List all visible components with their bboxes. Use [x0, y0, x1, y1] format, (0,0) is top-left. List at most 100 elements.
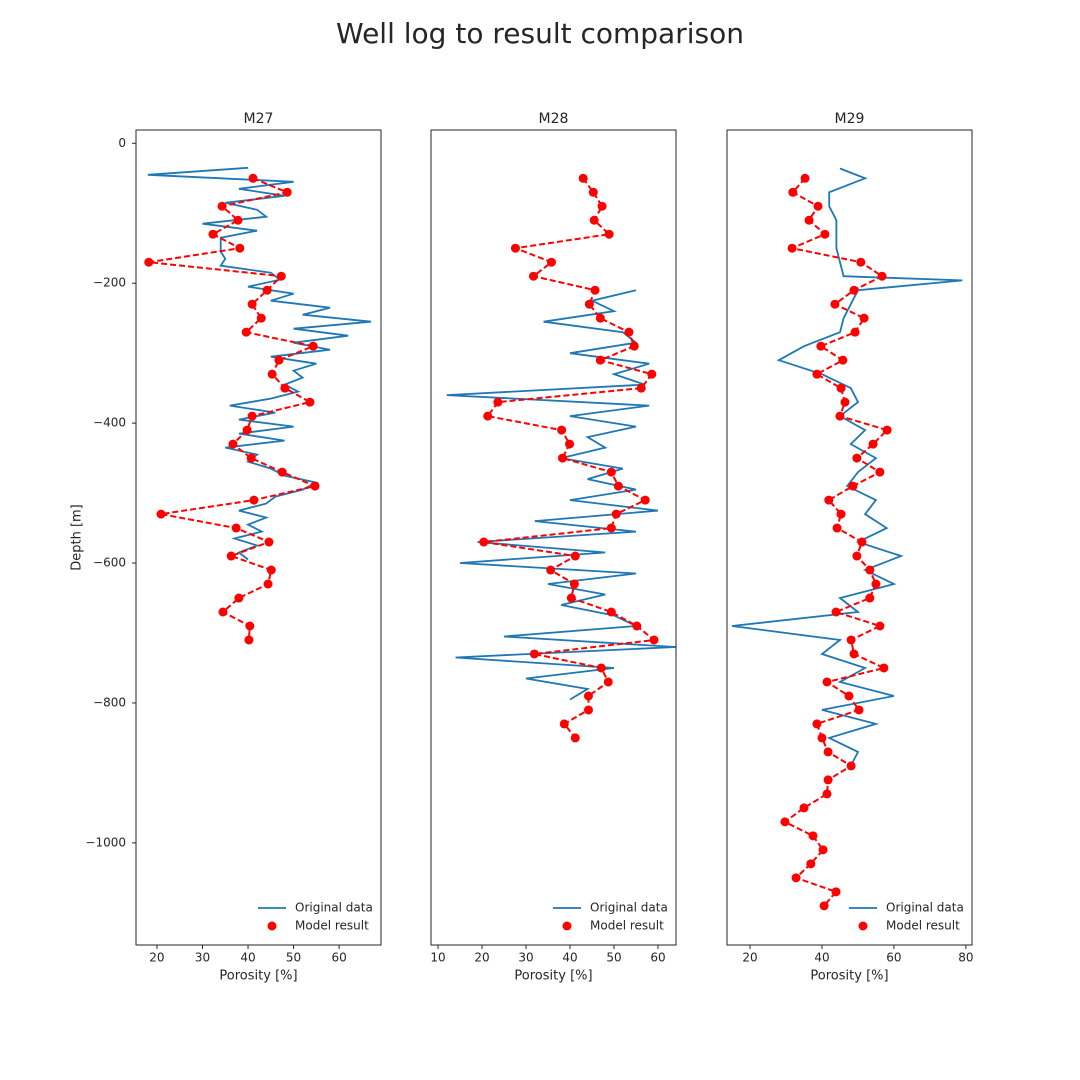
model-point — [624, 327, 634, 337]
model-point — [780, 817, 790, 827]
y-tick-label: −200 — [93, 276, 126, 290]
x-axis-label: Porosity [%] — [810, 969, 888, 984]
model-point — [244, 635, 254, 645]
model-point — [875, 467, 885, 477]
model-point — [590, 285, 600, 295]
y-tick-label: −1000 — [85, 835, 126, 849]
model-point — [242, 425, 252, 435]
model-point — [818, 845, 828, 855]
model-point — [849, 649, 859, 659]
model-point — [262, 285, 272, 295]
model-point — [156, 509, 166, 519]
model-point — [247, 411, 257, 421]
model-point — [570, 733, 580, 743]
legend-label: Original data — [590, 901, 668, 915]
model-point — [852, 453, 862, 463]
model-point — [595, 313, 605, 323]
model-point — [877, 271, 887, 281]
legend-label: Model result — [886, 919, 960, 933]
model-point — [882, 425, 892, 435]
model-point — [280, 383, 290, 393]
model-point — [831, 887, 841, 897]
model-point — [226, 551, 236, 561]
model-point — [812, 369, 822, 379]
model-point — [493, 397, 503, 407]
axes-frame — [430, 129, 677, 946]
x-tick-label: 60 — [331, 951, 346, 965]
x-tick-label: 20 — [474, 951, 489, 965]
model-point — [144, 257, 154, 267]
model-point — [565, 439, 575, 449]
plot-area — [446, 173, 676, 743]
model-point — [276, 271, 286, 281]
model-point — [859, 313, 869, 323]
model-point — [846, 635, 856, 645]
model-point — [546, 565, 556, 575]
model-point — [256, 313, 266, 323]
model-point — [248, 173, 258, 183]
x-tick-label: 80 — [958, 951, 973, 965]
model-point — [529, 649, 539, 659]
model-point — [871, 579, 881, 589]
model-point — [822, 677, 832, 687]
model-point — [235, 243, 245, 253]
model-point — [310, 481, 320, 491]
log-line — [731, 167, 963, 767]
model-point — [483, 411, 493, 421]
model-point — [791, 873, 801, 883]
model-point — [830, 299, 840, 309]
model-point — [264, 537, 274, 547]
model-point — [820, 229, 830, 239]
model-point — [788, 187, 798, 197]
model-point — [274, 355, 284, 365]
model-point — [595, 355, 605, 365]
legend-label: Model result — [295, 919, 369, 933]
model-point — [604, 229, 614, 239]
x-tick-label: 20 — [149, 951, 164, 965]
legend-marker — [562, 921, 572, 931]
model-point — [613, 481, 623, 491]
y-tick-label: −600 — [93, 556, 126, 570]
model-point — [583, 705, 593, 715]
model-point — [849, 285, 859, 295]
model-point — [816, 341, 826, 351]
legend-marker — [267, 921, 277, 931]
model-point — [835, 411, 845, 421]
model-point — [606, 523, 616, 533]
log-line — [446, 289, 676, 701]
x-tick-label: 10 — [430, 951, 445, 965]
model-point — [832, 523, 842, 533]
model-point — [606, 607, 616, 617]
x-tick-label: 30 — [518, 951, 533, 965]
model-line — [483, 177, 657, 739]
model-point — [800, 173, 810, 183]
model-point — [245, 621, 255, 631]
model-point — [636, 383, 646, 393]
x-tick-label: 50 — [606, 951, 621, 965]
model-point — [588, 187, 598, 197]
model-point — [528, 271, 538, 281]
legend-label: Model result — [590, 919, 664, 933]
model-point — [852, 551, 862, 561]
model-point — [603, 677, 613, 687]
model-point — [557, 425, 567, 435]
model-point — [857, 537, 867, 547]
model-point — [234, 593, 244, 603]
model-point — [850, 327, 860, 337]
model-point — [875, 621, 885, 631]
x-tick-label: 40 — [562, 951, 577, 965]
y-axis-label: Depth [m] — [70, 504, 85, 571]
y-tick-label: 0 — [118, 136, 126, 150]
model-point — [822, 789, 832, 799]
model-point — [559, 719, 569, 729]
model-point — [228, 439, 238, 449]
axes-frame — [726, 129, 973, 946]
subplot-title: M28 — [539, 111, 569, 127]
model-point — [787, 243, 797, 253]
model-point — [868, 439, 878, 449]
model-point — [583, 691, 593, 701]
model-point — [597, 201, 607, 211]
model-point — [838, 355, 848, 365]
model-point — [640, 495, 650, 505]
